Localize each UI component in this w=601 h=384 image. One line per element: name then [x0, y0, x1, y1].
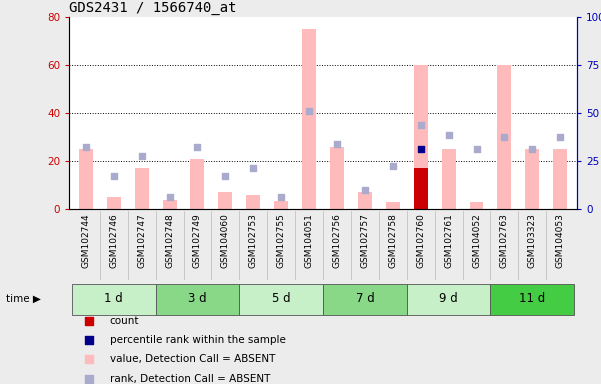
Bar — [79, 149, 93, 209]
Bar — [413, 65, 428, 209]
Point — [109, 173, 118, 179]
Text: time ▶: time ▶ — [6, 294, 41, 304]
Text: GSM103323: GSM103323 — [528, 213, 537, 268]
Point — [503, 294, 513, 300]
Point — [304, 108, 314, 114]
Bar — [407, 284, 490, 315]
Text: GSM102746: GSM102746 — [109, 213, 118, 268]
Text: GSM102747: GSM102747 — [137, 213, 146, 268]
Text: 7 d: 7 d — [356, 292, 374, 305]
Text: 5 d: 5 d — [272, 292, 290, 305]
Bar — [135, 169, 148, 209]
Text: GSM102755: GSM102755 — [276, 213, 285, 268]
Bar — [469, 202, 483, 209]
Bar — [413, 169, 428, 209]
Point — [165, 194, 174, 200]
Bar — [330, 147, 344, 209]
Bar — [191, 159, 204, 209]
Text: rank, Detection Call = ABSENT: rank, Detection Call = ABSENT — [110, 374, 270, 384]
Text: 1 d: 1 d — [105, 292, 123, 305]
Text: 11 d: 11 d — [519, 292, 546, 305]
Point — [137, 154, 147, 160]
Text: value, Detection Call = ABSENT: value, Detection Call = ABSENT — [110, 354, 275, 364]
Text: GDS2431 / 1566740_at: GDS2431 / 1566740_at — [69, 1, 237, 15]
Bar — [163, 200, 177, 209]
Text: GSM102749: GSM102749 — [193, 213, 202, 268]
Text: GSM102757: GSM102757 — [361, 213, 370, 268]
Point — [503, 119, 513, 125]
Text: GSM102763: GSM102763 — [500, 213, 509, 268]
Point — [248, 166, 258, 172]
Text: GSM104060: GSM104060 — [221, 213, 230, 268]
Bar — [442, 149, 456, 209]
Point — [499, 134, 509, 141]
Bar — [218, 192, 233, 209]
Text: 9 d: 9 d — [439, 292, 458, 305]
Text: GSM102744: GSM102744 — [81, 213, 90, 268]
Bar — [386, 202, 400, 209]
Text: GSM102760: GSM102760 — [416, 213, 425, 268]
Bar — [239, 284, 323, 315]
Point — [332, 141, 342, 147]
Text: GSM104051: GSM104051 — [305, 213, 314, 268]
Point — [81, 144, 91, 150]
Point — [193, 144, 203, 150]
Point — [388, 163, 398, 169]
Text: GSM104052: GSM104052 — [472, 213, 481, 268]
Point — [528, 146, 537, 152]
Bar — [525, 149, 539, 209]
Point — [276, 194, 286, 200]
Text: GSM102756: GSM102756 — [332, 213, 341, 268]
Bar — [246, 195, 260, 209]
Bar — [302, 29, 316, 209]
Bar — [72, 284, 156, 315]
Text: GSM102748: GSM102748 — [165, 213, 174, 268]
Bar — [156, 284, 239, 315]
Bar — [498, 65, 511, 209]
Point — [416, 146, 426, 152]
Point — [221, 173, 230, 179]
Text: GSM102761: GSM102761 — [444, 213, 453, 268]
Text: GSM104053: GSM104053 — [556, 213, 565, 268]
Bar — [274, 201, 288, 209]
Bar — [490, 284, 574, 315]
Point — [555, 134, 565, 141]
Bar — [323, 284, 407, 315]
Point — [416, 122, 426, 128]
Bar — [107, 197, 121, 209]
Text: 3 d: 3 d — [188, 292, 207, 305]
Point — [472, 146, 481, 152]
Bar — [358, 192, 372, 209]
Bar — [554, 149, 567, 209]
Text: GSM102753: GSM102753 — [249, 213, 258, 268]
Point — [444, 132, 453, 138]
Text: percentile rank within the sample: percentile rank within the sample — [110, 335, 285, 345]
Text: GSM102758: GSM102758 — [388, 213, 397, 268]
Point — [360, 187, 370, 193]
Text: count: count — [110, 316, 139, 326]
